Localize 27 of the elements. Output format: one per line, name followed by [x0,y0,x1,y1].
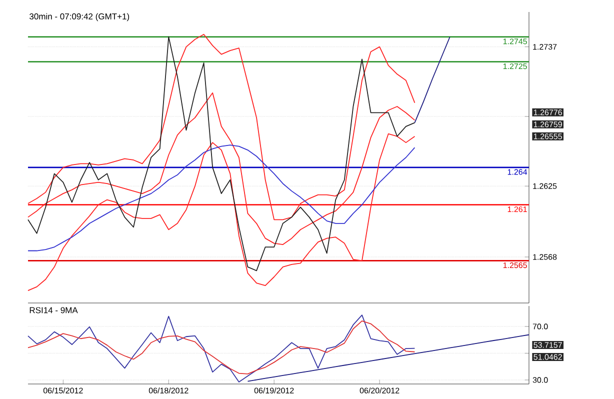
text: 1.26759 [534,122,562,128]
line-series [414,36,450,124]
y-tick-label: 30.0 [532,377,548,383]
text: 1.26555 [534,134,562,140]
ref-line-label: 1.2725 [503,63,527,70]
y-tick-label: 1.2737 [533,44,557,50]
x-tick-label: 06/20/2012 [360,388,400,394]
ref-line-label: 1.2745 [503,38,527,44]
line-series [28,320,416,374]
ref-line-label: 1.2565 [503,262,527,268]
y-tick-label: 70.0 [532,324,548,330]
x-tick-label: 06/19/2012 [254,388,294,394]
line-series [28,314,416,382]
line-series [28,34,416,220]
ref-line-label: 1.261 [508,206,527,212]
y-tick-label: 1.2568 [533,254,557,260]
text: 53.7157 [534,342,562,348]
chart-title: 30min - 07:09:42 (GMT+1) [30,13,130,22]
text: 1.26776 [534,110,562,116]
line-series [28,92,416,245]
x-tick-label: 06/15/2012 [43,388,83,394]
chart-title: RSI14 - 9MA [30,307,78,314]
text: 51.0462 [534,354,562,360]
x-tick-label: 06/18/2012 [148,388,188,394]
line-series [28,133,416,291]
y-tick-label: 1.2625 [533,183,557,189]
ref-line-label: 1.264 [508,169,528,175]
